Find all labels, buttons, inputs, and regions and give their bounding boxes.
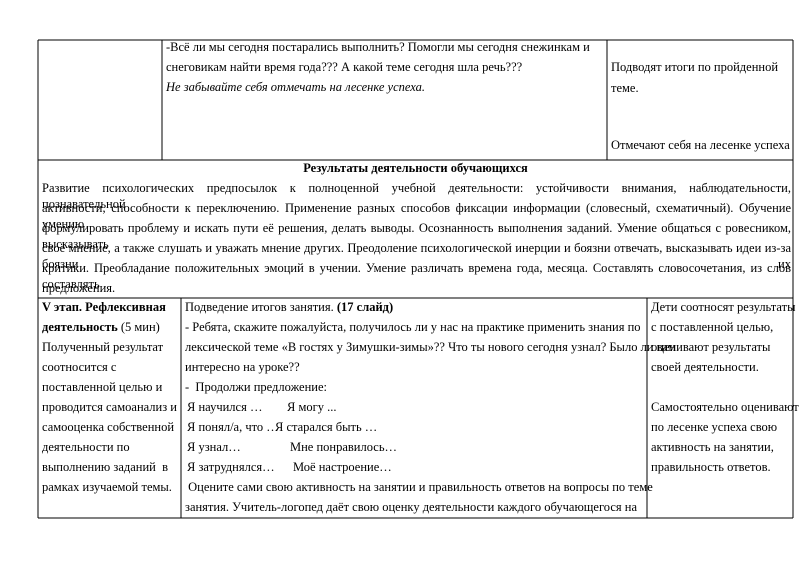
student-line: активность на занятии, — [651, 440, 774, 454]
stage-line: деятельности по — [42, 440, 130, 454]
student-mark: Отмечают себя на лесенке успеха — [611, 138, 790, 152]
phrase-start: Мне понравилось… — [290, 440, 398, 454]
stage-line: самооценка собственной — [42, 420, 175, 434]
phrase-start: Я понял/а, что … — [187, 420, 279, 434]
stage-line: Полученный результат — [42, 340, 164, 354]
student-line: с поставленной целью, — [651, 320, 774, 334]
stage-title: V этап. Рефлексивная — [42, 300, 166, 314]
results-line: формулировать проблему и искать пути её … — [42, 221, 791, 251]
student-line: своей деятельности. — [651, 360, 759, 374]
stage-line: выполнению заданий в — [42, 460, 169, 474]
teacher-line: интересно на уроке?? — [185, 360, 300, 374]
stage-title: деятельность (5 мин) — [42, 320, 160, 334]
stage-line: рамках изучаемой темы. — [42, 480, 172, 494]
text-span: (17 слайд) — [336, 300, 394, 314]
phrase-start: Я затруднялся… — [187, 460, 275, 474]
results-line: критики. Преобладание положительных эмоц… — [42, 261, 791, 291]
student-line: Дети соотносят результаты — [651, 300, 796, 314]
results-line: предложения. — [42, 281, 116, 295]
phrase-start: Я могу ... — [287, 400, 337, 414]
teacher-line: лексической теме «В гостях у Зимушки-зим… — [185, 340, 676, 354]
results-line: активности, способности к переключению. … — [42, 201, 791, 231]
phrase-start: Я научился … — [187, 400, 263, 414]
text-span: (5 мин) — [117, 320, 160, 334]
student-line: Самостоятельно оценивают — [651, 400, 799, 414]
reminder: Не забывайте себя отмечать на лесенке ус… — [166, 80, 426, 94]
student-action-line: теме. — [611, 81, 639, 95]
phrase-start: Я старался быть … — [275, 420, 378, 434]
student-line: правильность ответов. — [651, 460, 771, 474]
student-line: оценивают результаты — [651, 340, 771, 354]
results-title: Результаты деятельности обучающихся — [303, 161, 528, 175]
stage-line: проводится самоанализ и — [42, 400, 177, 414]
activity-line: снеговикам найти время года??? А какой т… — [166, 60, 523, 74]
results-line: Развитие психологических предпосылок к п… — [42, 181, 791, 211]
student-action-line: Подводят итоги по пройденной — [611, 60, 779, 74]
teacher-line: Оцените сами свою активность на занятии … — [185, 480, 653, 494]
teacher-heading: Подведение итогов занятия. (17 слайд) — [185, 300, 394, 314]
teacher-line: - Продолжи предложение: — [185, 380, 327, 394]
teacher-line: - Ребята, скажите пожалуйста, получилось… — [185, 320, 641, 334]
stage-line: поставленной целью и — [42, 380, 163, 394]
phrase-start: Я узнал… — [187, 440, 241, 454]
stage-line: соотносится с — [42, 360, 117, 374]
teacher-line: занятия. Учитель-логопед даёт свою оценк… — [185, 500, 638, 514]
activity-line: -Всё ли мы сегодня постарались выполнить… — [166, 40, 590, 54]
results-line: своё мнение, а также слушать и уважать м… — [42, 241, 791, 271]
student-line: по лесенке успеха свою — [651, 420, 778, 434]
phrase-start: Моё настроение… — [293, 460, 392, 474]
